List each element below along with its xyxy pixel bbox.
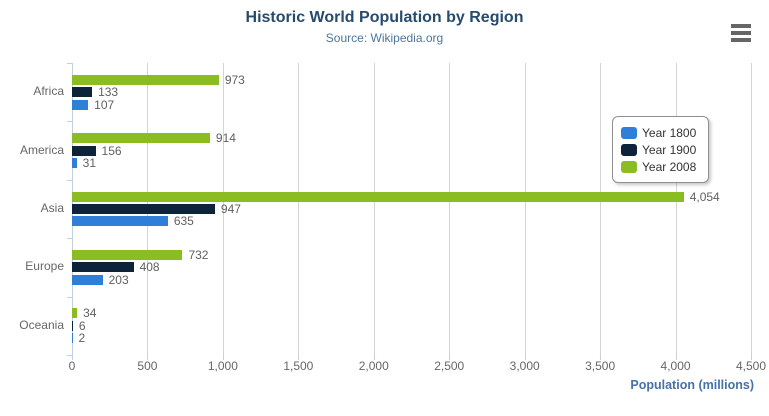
x-axis-tick: [751, 355, 752, 360]
bar-value-label: 635: [173, 214, 194, 229]
bar-value-label: 203: [108, 272, 129, 287]
legend-swatch-icon: [621, 143, 637, 156]
bar-value-label: 31: [82, 156, 97, 170]
legend-swatch-icon: [621, 160, 637, 173]
legend-item-year-1800[interactable]: Year 1800: [621, 124, 696, 141]
x-axis-tick-label: 3,000: [509, 359, 540, 373]
legend-item-year-1900[interactable]: Year 1900: [621, 141, 696, 158]
x-axis-tick-label: 2,000: [358, 359, 389, 373]
category-label: Oceania: [19, 317, 64, 332]
bar-value-label: 732: [188, 248, 209, 262]
bar-year-1900[interactable]: [72, 145, 96, 156]
x-axis-tick: [373, 355, 375, 360]
bar-year-1900[interactable]: [72, 204, 215, 214]
gridline: [675, 63, 677, 355]
gridline: [373, 63, 375, 355]
x-axis-tick-label: 500: [137, 359, 158, 373]
bar-value-label: 4,054: [689, 189, 720, 204]
bar-year-2008[interactable]: [72, 308, 78, 319]
bar-value-label: 156: [101, 143, 122, 158]
gridline: [449, 63, 451, 355]
bar-value-label: 34: [83, 306, 97, 321]
x-axis-tick-label: 4,000: [660, 359, 691, 373]
bar-year-2008[interactable]: [72, 133, 210, 144]
bar-value-label: 973: [224, 72, 245, 87]
gridline: [298, 63, 300, 355]
bar-year-1900[interactable]: [72, 262, 134, 273]
x-axis-title: Population (millions): [630, 378, 754, 392]
bar-value-label: 2: [78, 331, 86, 346]
x-axis-tick: [675, 355, 677, 360]
x-axis-tick: [449, 355, 451, 360]
gridline: [524, 63, 526, 355]
bar-value-label: 107: [94, 97, 115, 112]
bar-value-label: 6: [78, 318, 86, 333]
hamburger-icon: [731, 24, 751, 42]
x-axis-tick-label: 2,500: [434, 359, 465, 373]
bar-year-1900[interactable]: [72, 87, 93, 98]
legend-label: Year 2008: [642, 159, 697, 174]
category-label: Africa: [33, 84, 64, 99]
bar-year-1900[interactable]: [72, 320, 73, 331]
category-label: Europe: [25, 259, 64, 274]
gridline: [600, 63, 602, 355]
bar-year-1800[interactable]: [72, 274, 103, 285]
bar-value-label: 947: [220, 202, 241, 216]
x-axis-tick: [147, 355, 149, 360]
category-axis-tick: [67, 121, 72, 123]
category-axis-tick: [67, 355, 72, 356]
category-label: Asia: [40, 201, 64, 215]
x-axis-tick: [298, 355, 300, 360]
export-menu-button[interactable]: [728, 21, 754, 45]
x-axis-tick-label: 4,500: [735, 359, 767, 373]
bar-value-label: 914: [215, 131, 236, 146]
category-axis-tick: [67, 296, 72, 298]
bar-value-label: 133: [98, 85, 119, 100]
chart-title: Historic World Population by Region: [245, 9, 524, 26]
legend-label: Year 1900: [642, 142, 697, 157]
legend-label: Year 1800: [642, 125, 697, 140]
category-axis-tick: [67, 179, 72, 181]
bar-year-1800[interactable]: [72, 99, 89, 110]
x-axis-tick: [72, 355, 73, 360]
x-axis-tick: [222, 355, 224, 360]
legend-swatch-icon: [621, 126, 637, 139]
x-axis-tick-label: 3,500: [585, 359, 616, 373]
legend-item-year-2008[interactable]: Year 2008: [621, 158, 696, 175]
legend: Year 1800 Year 1900 Year 2008: [612, 116, 710, 183]
bar-year-2008[interactable]: [72, 191, 684, 202]
category-axis-tick: [67, 63, 72, 64]
gridline: [222, 63, 224, 355]
x-axis-tick-label: 0: [68, 359, 76, 373]
bar-year-2008[interactable]: [72, 250, 183, 260]
bar-year-1800[interactable]: [72, 333, 73, 344]
category-axis-tick: [67, 238, 72, 240]
bar-year-2008[interactable]: [72, 74, 219, 85]
x-axis-tick: [524, 355, 526, 360]
bar-year-1800[interactable]: [72, 216, 168, 227]
gridline: [751, 63, 752, 355]
x-axis-tick-label: 1,000: [207, 359, 238, 373]
category-label: America: [19, 142, 64, 157]
x-axis-tick-label: 1,500: [283, 359, 314, 373]
x-axis-tick: [600, 355, 602, 360]
bar-year-1800[interactable]: [72, 158, 77, 168]
chart-subtitle: Source: Wikipedia.org: [325, 31, 444, 45]
bar-value-label: 408: [139, 260, 160, 275]
